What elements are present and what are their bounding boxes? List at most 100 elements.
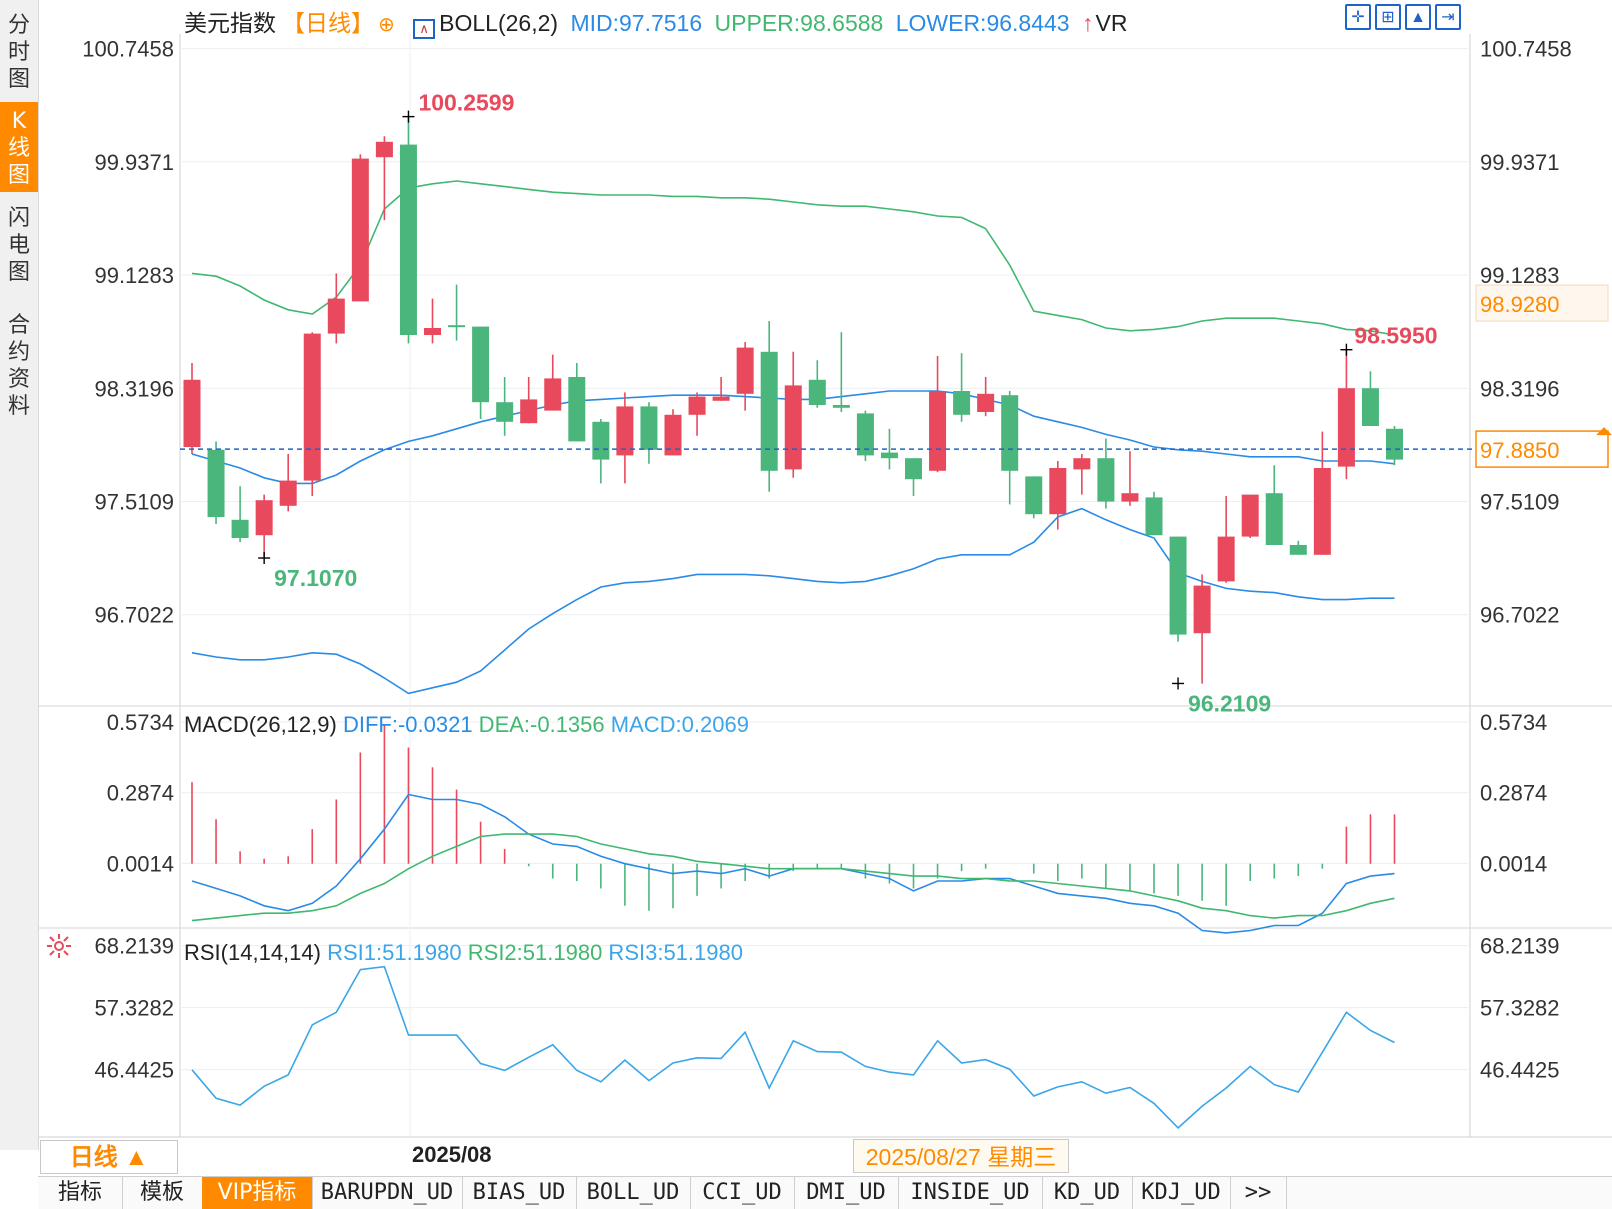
candle-body <box>760 351 778 471</box>
candle-body <box>808 379 826 405</box>
period-dropdown-button[interactable]: 日线 ▲ <box>40 1140 178 1174</box>
current-price-label: 97.8850 <box>1480 438 1560 463</box>
macd-axis-tick-label: 0.2874 <box>1480 781 1547 806</box>
crosshair-icon[interactable]: ✛ <box>1345 4 1371 30</box>
rsi-axis-tick-label: 57.3282 <box>1480 996 1560 1021</box>
tab-barupdn-ud[interactable]: BARUPDN_UD <box>312 1177 463 1209</box>
rsi-axis-tick-label: 46.4425 <box>94 1058 174 1083</box>
period-label[interactable]: 【日线】 <box>282 10 374 36</box>
boll-lower-value: LOWER:96.8443 <box>895 10 1070 36</box>
candle-body <box>520 399 538 424</box>
candle-body <box>231 519 249 538</box>
candle-body <box>1073 458 1091 470</box>
macd-legend: MACD(26,12,9) DIFF:-0.0321 DEA:-0.1356 M… <box>184 712 749 737</box>
symbol-name: 美元指数 <box>184 10 276 36</box>
tab-vip-indicators[interactable]: VIP指标 <box>202 1177 313 1209</box>
indicator-chart-icon[interactable]: ∧ <box>413 19 436 39</box>
recent-high-label: 98.5950 <box>1354 323 1437 349</box>
boll-mid-value: MID:97.7516 <box>570 10 703 36</box>
sidebar-tab-timeshare[interactable]: 分时图 <box>0 12 38 96</box>
price-axis-tick-label: 99.9371 <box>1480 150 1560 175</box>
chart-header: 美元指数 【日线】 ⊕ ∧ BOLL(26,2) MID:97.7516 UPPER:… <box>184 4 1133 39</box>
tab-kd-ud[interactable]: KD_UD <box>1042 1177 1133 1209</box>
candle-body <box>640 406 658 450</box>
price-axis-tick-label: 97.5109 <box>94 489 174 514</box>
price-axis-tick-label: 100.7458 <box>1480 37 1572 62</box>
candle-body <box>832 405 850 408</box>
macd-axis-tick-label: 0.5734 <box>1480 710 1547 735</box>
candle-body <box>375 141 393 158</box>
macd-legend-item: MACD(26,12,9) <box>184 712 337 737</box>
candle-body <box>664 414 682 456</box>
chart-zoom-icon[interactable]: ⊞ <box>1375 4 1401 30</box>
macd-axis-tick-label: 0.0014 <box>107 851 174 876</box>
candle-body <box>1121 493 1139 502</box>
tab-cci-ud[interactable]: CCI_UD <box>690 1177 795 1209</box>
candle-body <box>496 402 514 422</box>
boll-indicator-label[interactable]: BOLL(26,2) <box>439 10 559 36</box>
rsi-legend-item: RSI(14,14,14) <box>184 940 321 965</box>
tab-bias-ud[interactable]: BIAS_UD <box>462 1177 577 1209</box>
candle-body <box>1289 545 1307 555</box>
sun-settings-icon[interactable] <box>46 933 72 959</box>
tab-templates[interactable]: 模板 <box>122 1177 203 1209</box>
candle-body <box>929 391 947 471</box>
macd-axis-tick-label: 0.5734 <box>107 710 174 735</box>
sidebar-tab-label: 闪电图 <box>8 206 31 285</box>
candle-body <box>303 333 321 481</box>
max-price-label: 100.2599 <box>418 90 514 116</box>
tab-dmi-ud[interactable]: DMI_UD <box>794 1177 899 1209</box>
sidebar-tab-label: 合约资料 <box>8 313 31 419</box>
right-high-box <box>1475 284 1609 322</box>
price-axis-tick-label: 96.7022 <box>94 603 174 628</box>
rsi-axis-tick-label: 46.4425 <box>1480 1058 1560 1083</box>
tab-indicators[interactable]: 指标 <box>38 1177 123 1209</box>
candle-body <box>880 452 898 459</box>
boll-upper-line <box>191 180 1395 336</box>
tab-boll-ud[interactable]: BOLL_UD <box>576 1177 691 1209</box>
macd-axis-tick-label: 0.2874 <box>107 781 174 806</box>
sidebar-tab-flash[interactable]: 闪电图 <box>0 205 38 289</box>
chart-step-icon[interactable]: ▲ <box>1405 4 1431 30</box>
candle-body <box>1169 536 1187 635</box>
candle-body <box>255 500 273 536</box>
min-price-label: 97.1070 <box>274 565 357 591</box>
price-axis-tick-label: 97.5109 <box>1480 489 1560 514</box>
candle-body <box>688 396 706 415</box>
arrow-up-icon[interactable]: ↑ <box>1081 10 1094 36</box>
rsi-axis-tick-label: 57.3282 <box>94 996 174 1021</box>
macd-legend-item: MACD:0.2069 <box>605 712 749 737</box>
candle-body <box>448 325 466 328</box>
vr-indicator-label[interactable]: VR <box>1095 10 1128 36</box>
price-axis-tick-label: 100.7458 <box>82 37 174 62</box>
macd-legend-item: DIFF:-0.0321 <box>337 712 473 737</box>
add-icon[interactable]: ⊕ <box>378 14 395 36</box>
candle-body <box>399 144 417 335</box>
tab-kdj-ud[interactable]: KDJ_UD <box>1132 1177 1231 1209</box>
price-axis-tick-label: 99.1283 <box>94 263 174 288</box>
candle-body <box>351 158 369 302</box>
rsi-legend-item: RSI2:51.1980 <box>462 940 603 965</box>
candle-body <box>472 326 490 403</box>
rsi-axis-tick-label: 68.2139 <box>1480 934 1560 959</box>
candle-body <box>592 421 610 460</box>
candle-body <box>1241 494 1259 537</box>
candle-body <box>1265 493 1283 545</box>
tab-inside-ud[interactable]: INSIDE_UD <box>898 1177 1043 1209</box>
chart-end-icon[interactable]: ⇥ <box>1435 4 1461 30</box>
candle-body <box>1386 428 1403 460</box>
candle-body <box>856 413 874 456</box>
candle-body <box>1337 388 1355 467</box>
candle-body <box>1145 497 1163 536</box>
toolbar-icons: ✛ ⊞ ▲ ⇥ <box>1345 4 1465 30</box>
tab-more[interactable]: >> <box>1230 1177 1287 1209</box>
candle-body <box>905 458 922 480</box>
sidebar-tab-contract[interactable]: 合约资料 <box>0 312 38 422</box>
right-high-label: 98.9280 <box>1480 292 1560 317</box>
rsi-legend-item: RSI3:51.1980 <box>602 940 743 965</box>
candle-body <box>953 391 971 415</box>
candle-body <box>736 347 754 394</box>
candle-body <box>279 480 297 506</box>
sidebar-tab-kline[interactable]: K线图 <box>0 102 38 192</box>
